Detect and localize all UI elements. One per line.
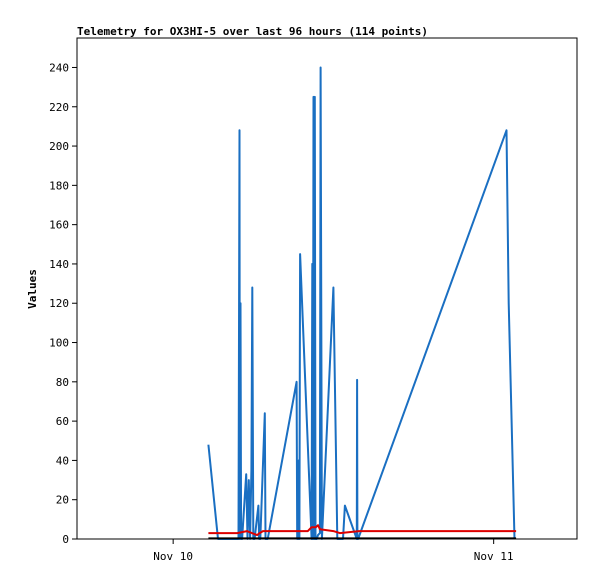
x-tick-label: Nov 10 [153,550,193,563]
y-tick-label: 80 [56,376,69,389]
y-tick-label: 0 [62,533,69,546]
x-axis: Nov 10 Nov 11 [153,539,514,563]
series-layer [207,66,517,540]
y-tick-label: 160 [49,219,69,232]
y-tick-label: 60 [56,415,69,428]
y-tick-label: 200 [49,140,69,153]
series-line-2 [208,524,517,537]
y-tick-label: 180 [49,179,69,192]
y-tick-label: 120 [49,297,69,310]
y-tick-label: 140 [49,258,69,271]
plot-area-frame [76,37,578,540]
y-tick-label: 220 [49,101,69,114]
y-axis-label: Values [26,269,39,309]
y-axis: 0 20 40 60 80 100 120 140 160 180 200 220 240 [49,61,77,546]
y-tick-label: 240 [49,61,69,74]
y-tick-label: 100 [49,337,69,350]
x-tick-label: Nov 11 [474,550,514,563]
y-tick-label: 40 [56,454,69,467]
y-tick-label: 20 [56,494,69,507]
chart-title: Telemetry for OX3HI-5 over last 96 hours… [77,25,428,38]
series-line-1 [207,66,516,540]
